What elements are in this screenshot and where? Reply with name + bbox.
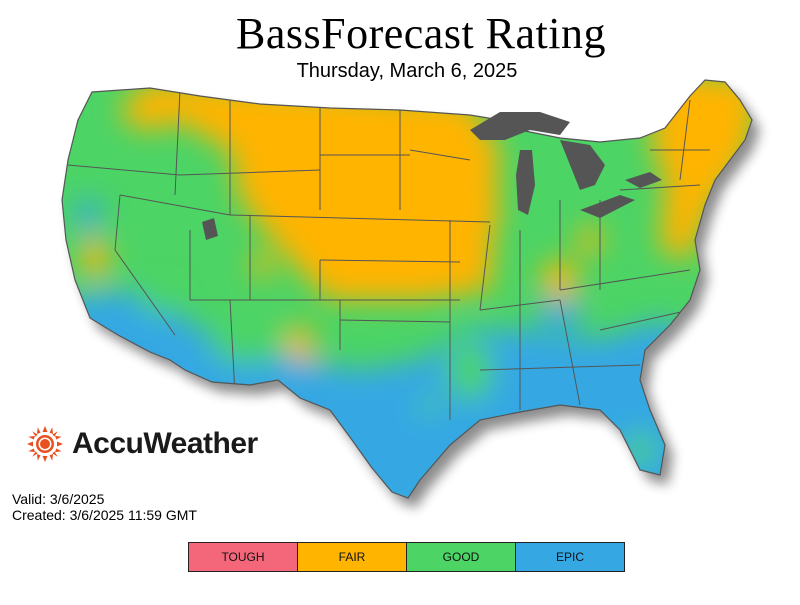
validity-info: Valid: 3/6/2025 Created: 3/6/2025 11:59 … xyxy=(12,491,197,523)
great-lakes xyxy=(202,112,662,240)
lake-superior xyxy=(470,112,570,140)
rating-legend: TOUGH FAIR GOOD EPIC xyxy=(188,542,625,572)
valid-date: Valid: 3/6/2025 xyxy=(12,491,105,507)
state-borders xyxy=(67,89,710,420)
legend-item-good: GOOD xyxy=(407,543,516,571)
legend-label: EPIC xyxy=(555,550,584,564)
map-title: BassForecast Rating xyxy=(235,9,606,58)
accuweather-logo: AccuWeather xyxy=(26,424,258,464)
sun-logo-icon xyxy=(27,426,63,462)
lake-ontario xyxy=(625,172,662,188)
lake-michigan xyxy=(516,150,535,215)
legend-item-tough: TOUGH xyxy=(189,543,298,571)
legend-item-epic: EPIC xyxy=(516,543,624,571)
map-date: Thursday, March 6, 2025 xyxy=(296,60,518,82)
legend-label: FAIR xyxy=(338,550,366,564)
legend-label: GOOD xyxy=(442,550,480,564)
legend-label: TOUGH xyxy=(221,550,265,564)
brand-name: AccuWeather xyxy=(72,427,258,460)
created-date: Created: 3/6/2025 11:59 GMT xyxy=(12,507,197,523)
great-salt-lake xyxy=(202,218,218,240)
lake-huron xyxy=(560,140,605,190)
legend-item-fair: FAIR xyxy=(298,543,407,571)
us-outline xyxy=(61,79,753,499)
lake-erie xyxy=(580,195,635,218)
